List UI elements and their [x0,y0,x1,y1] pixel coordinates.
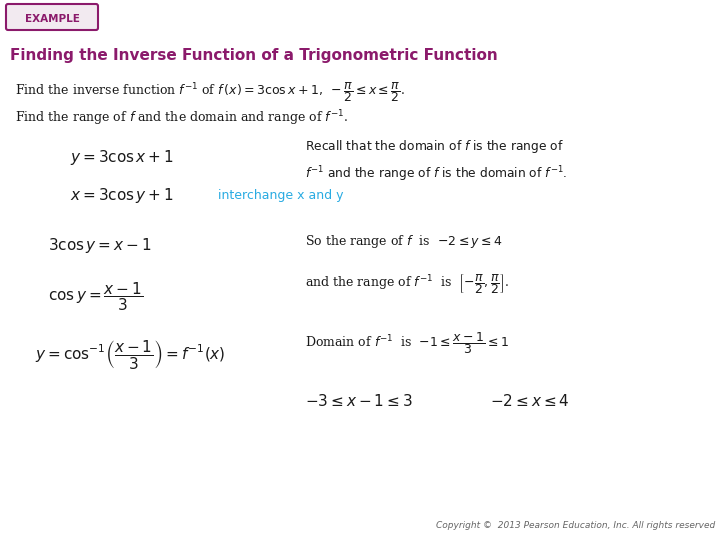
Text: Copyright ©  2013 Pearson Education, Inc. All rights reserved: Copyright © 2013 Pearson Education, Inc.… [436,521,715,530]
Text: Domain of $f^{-1}$  is  $-1\leq\dfrac{x-1}{3}\leq 1$: Domain of $f^{-1}$ is $-1\leq\dfrac{x-1}… [305,330,509,356]
Text: and the range of $f^{-1}$  is  $\left[-\dfrac{\pi}{2},\dfrac{\pi}{2}\right]$.: and the range of $f^{-1}$ is $\left[-\df… [305,272,509,296]
Text: $3\cos y=x-1$: $3\cos y=x-1$ [48,236,152,255]
Text: Finding the Inverse Function of a Trigonometric Function: Finding the Inverse Function of a Trigon… [10,48,498,63]
Text: So the range of $f$  is  $-2\leq y\leq 4$: So the range of $f$ is $-2\leq y\leq 4$ [305,233,503,250]
Text: $-3\leq x-1\leq 3$: $-3\leq x-1\leq 3$ [305,393,413,409]
Text: $\cos y=\dfrac{x-1}{3}$: $\cos y=\dfrac{x-1}{3}$ [48,280,143,313]
Text: Recall that the domain of $f$ is the range of
$f^{-1}$ and the range of $f$ is t: Recall that the domain of $f$ is the ran… [305,138,567,184]
Text: $y=\cos^{-1}\!\left(\dfrac{x-1}{3}\right)=f^{-1}(x)$: $y=\cos^{-1}\!\left(\dfrac{x-1}{3}\right… [35,338,225,371]
Text: Find the inverse function $f^{-1}$ of $f\,(x)=3\cos x+1,\;-\dfrac{\pi}{2}\leq x\: Find the inverse function $f^{-1}$ of $f… [15,80,405,104]
Text: $y=3\cos x+1$: $y=3\cos x+1$ [70,148,174,167]
FancyBboxPatch shape [6,4,98,30]
Text: EXAMPLE: EXAMPLE [24,14,79,24]
Text: $x=3\cos y+1$: $x=3\cos y+1$ [70,186,174,205]
Text: interchange x and y: interchange x and y [218,189,343,202]
Text: $-2\leq x\leq 4$: $-2\leq x\leq 4$ [490,393,570,409]
Text: Find the range of $f$ and the domain and range of $f^{-1}$.: Find the range of $f$ and the domain and… [15,108,348,127]
